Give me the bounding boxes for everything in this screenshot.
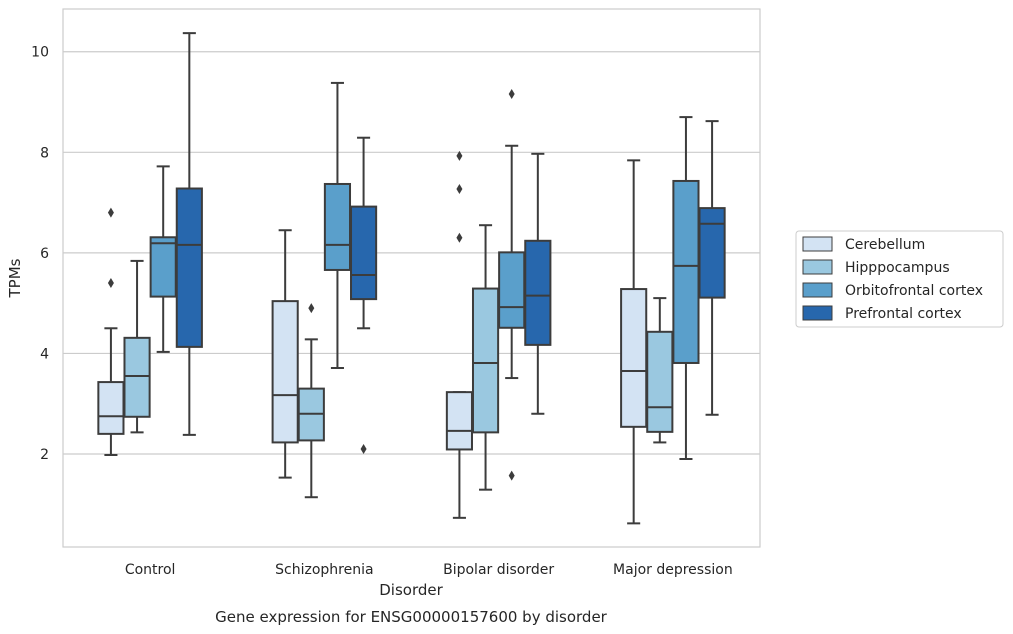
- box-orbitofrontal-cortex: [498, 88, 526, 481]
- y-tick-label: 8: [40, 145, 49, 161]
- legend-label: Prefrontal cortex: [845, 306, 962, 322]
- y-tick-label: 10: [31, 45, 49, 61]
- x-tick-label: Major depression: [613, 562, 733, 578]
- y-tick-labels: 2 4 6 8 10: [31, 45, 49, 463]
- x-tick-label: Schizophrenia: [275, 562, 373, 578]
- box-iqr: [97, 381, 125, 435]
- box-cerebellum: [271, 229, 299, 479]
- box-hipppocampus: [297, 303, 325, 499]
- box-cerebellum: [445, 150, 473, 519]
- outlier-point: [508, 470, 515, 481]
- box-iqr: [672, 179, 700, 364]
- plot-frame: [62, 8, 761, 548]
- y-axis-label: TPMs: [6, 258, 24, 298]
- x-tick-labels: Control Schizophrenia Bipolar disorder Majo…: [125, 562, 733, 578]
- outlier-point: [456, 150, 463, 161]
- legend-frame: [795, 230, 1004, 328]
- box-hipppocampus: [123, 259, 151, 434]
- legend: Cerebellum Hipppocampus Orbitofrontal cort…: [795, 230, 1004, 328]
- box-iqr: [123, 336, 151, 418]
- outlier-point: [456, 232, 463, 243]
- legend-swatch: [802, 305, 833, 321]
- box-orbitofrontal-cortex: [149, 165, 177, 353]
- y-tick-label: 6: [40, 246, 49, 262]
- box-prefrontal-cortex: [524, 152, 552, 415]
- box-cerebellum: [97, 207, 125, 456]
- box-iqr: [271, 300, 299, 444]
- legend-swatch: [802, 282, 833, 298]
- box-iqr: [471, 287, 500, 434]
- legend-swatch: [802, 259, 833, 275]
- box-iqr: [175, 187, 203, 348]
- outlier-point: [508, 88, 515, 99]
- box-prefrontal-cortex: [350, 136, 378, 454]
- box-iqr: [323, 182, 352, 271]
- box-iqr: [646, 330, 674, 433]
- outlier-point: [456, 184, 463, 195]
- chart-caption: Gene expression for ENSG00000157600 by d…: [215, 608, 608, 626]
- box-iqr: [350, 205, 378, 301]
- box-orbitofrontal-cortex: [672, 116, 700, 461]
- outlier-point: [308, 303, 315, 314]
- box-hipppocampus: [471, 224, 500, 491]
- legend-label: Hipppocampus: [845, 260, 950, 276]
- legend-label: Cerebellum: [845, 237, 925, 253]
- y-tick-label: 4: [40, 346, 49, 362]
- outlier-point: [107, 278, 114, 289]
- y-tick-label: 2: [40, 447, 49, 463]
- legend-label: Orbitofrontal cortex: [845, 283, 983, 299]
- outlier-point: [107, 207, 114, 218]
- legend-swatch: [802, 236, 833, 252]
- box-iqr: [524, 239, 552, 346]
- box-cerebellum: [620, 159, 648, 525]
- box-orbitofrontal-cortex: [323, 81, 352, 370]
- box-prefrontal-cortex: [175, 32, 203, 436]
- box-prefrontal-cortex: [698, 120, 726, 416]
- box-iqr: [698, 207, 726, 299]
- outlier-point: [360, 443, 367, 454]
- x-tick-label: Bipolar disorder: [443, 562, 554, 578]
- box-iqr: [149, 236, 177, 298]
- x-tick-label: Control: [125, 562, 176, 578]
- box-iqr: [498, 251, 526, 329]
- box-hipppocampus: [646, 297, 674, 444]
- x-axis-label: Disorder: [379, 581, 443, 599]
- box-iqr: [620, 288, 648, 428]
- box-iqr: [445, 391, 473, 451]
- box-series: [97, 32, 726, 525]
